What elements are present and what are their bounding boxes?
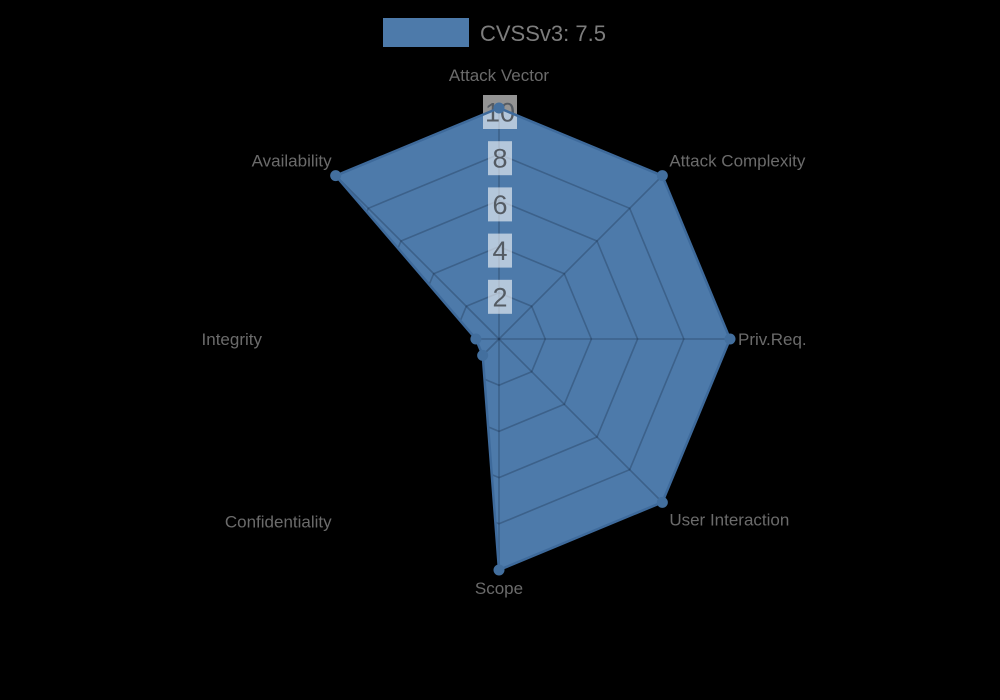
tick-box-2 — [488, 279, 512, 314]
tick-label-2: 2 — [492, 282, 507, 312]
tick-box-6 — [488, 187, 512, 222]
axis-label-availability: Availability — [252, 152, 333, 171]
tick-box-8 — [488, 141, 512, 176]
axis-label-attack-vector: Attack Vector — [449, 66, 549, 85]
vertex-dot-integrity — [470, 333, 482, 345]
grid-spoke — [498, 175, 663, 340]
vertex-dot-attack-complexity — [656, 170, 668, 182]
axis-label-priv-req: Priv.Req. — [738, 330, 807, 349]
vertex-dot-priv-req — [724, 333, 736, 345]
vertex-dot-scope — [493, 564, 505, 576]
vertex-dot-availability — [330, 170, 342, 182]
legend-swatch[interactable] — [383, 18, 469, 47]
axis-label-scope: Scope — [475, 579, 523, 598]
tick-label-6: 6 — [492, 190, 507, 220]
axis-label-integrity: Integrity — [202, 330, 263, 349]
grid-ring-2 — [451, 291, 547, 387]
tick-label-4: 4 — [492, 236, 507, 266]
legend: CVSSv3: 7.5 — [0, 0, 1000, 60]
legend-label[interactable]: CVSSv3: 7.5 — [480, 21, 606, 46]
axis-label-attack-complexity: Attack Complexity — [669, 152, 806, 171]
vertex-dot-attack-vector — [493, 102, 505, 114]
axis-label-confidentiality: Confidentiality — [225, 512, 332, 531]
grid-spoke — [335, 338, 500, 503]
vertex-dot-confidentiality — [477, 349, 489, 361]
axis-label-user-interaction: User Interaction — [669, 510, 789, 529]
radar-series-fill — [335, 108, 730, 570]
grid-spoke — [498, 338, 663, 503]
tick-box-4 — [488, 233, 512, 268]
vertex-dot-user-interaction — [656, 496, 668, 508]
grid-spoke — [335, 175, 500, 340]
tick-label-8: 8 — [492, 144, 507, 174]
